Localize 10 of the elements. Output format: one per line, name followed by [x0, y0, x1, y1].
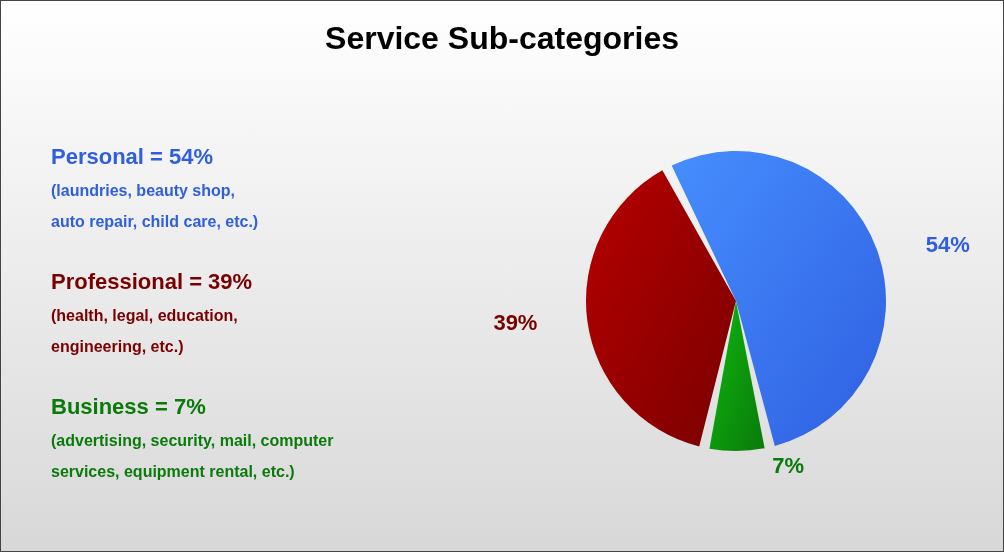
text: (health, legal, education, engineering, etc.)	[51, 307, 238, 355]
data-label: 54%	[925, 231, 970, 257]
data-label: 7%	[772, 453, 804, 479]
text: (laundries, beauty shop, auto repair, child care, etc.)	[51, 182, 259, 230]
text: Business = 7%	[51, 394, 206, 419]
text: Personal = 54%	[51, 144, 214, 169]
text: (advertising, security, mail, computer services, equipment rental, etc.)	[51, 432, 334, 480]
text: Professional = 39%	[51, 269, 253, 294]
data-label: 39%	[493, 310, 538, 336]
chart-title: Service Sub-categories	[325, 20, 679, 56]
